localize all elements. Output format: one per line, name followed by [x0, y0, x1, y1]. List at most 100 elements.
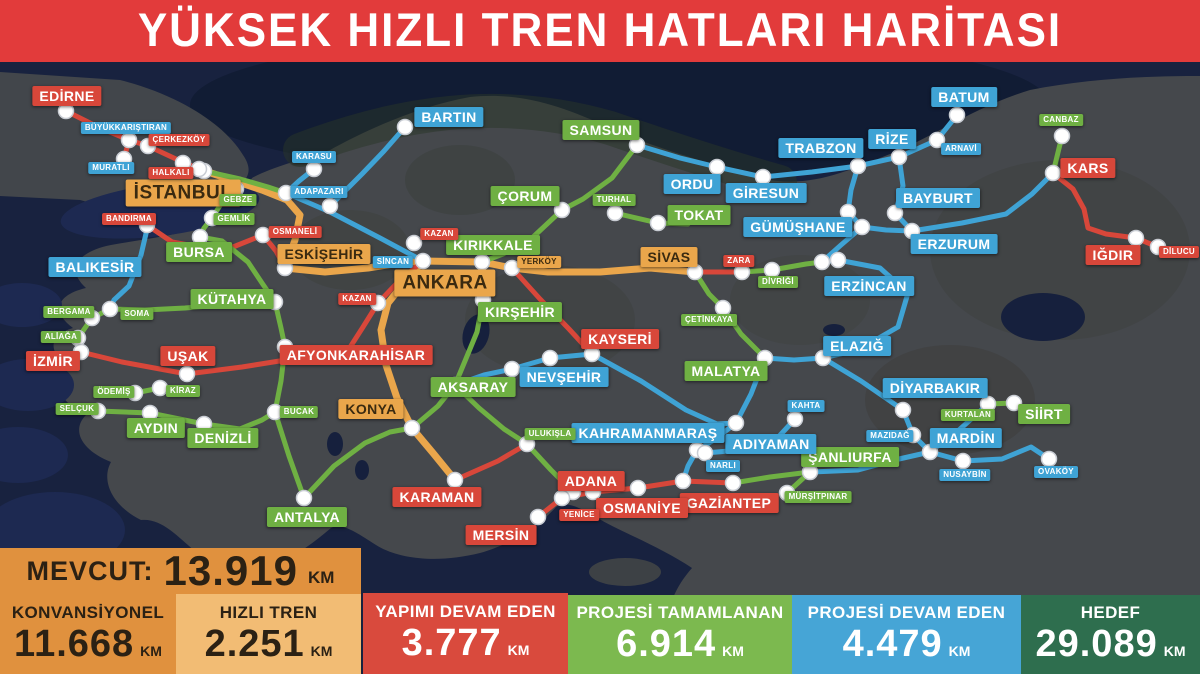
station-dot	[754, 168, 772, 186]
station-dot	[369, 294, 387, 312]
header-banner: YÜKSEK HIZLI TREN HATLARI HARİTASI	[0, 0, 1200, 62]
rail-line-green	[301, 425, 415, 501]
lake-van	[1001, 293, 1085, 341]
page-title: YÜKSEK HIZLI TREN HATLARI HARİTASI	[137, 3, 1063, 57]
station-dot	[1040, 450, 1058, 468]
station-dot	[553, 201, 571, 219]
station-dot	[921, 443, 939, 461]
lake	[355, 460, 369, 480]
station-dot	[814, 349, 832, 367]
station-dot	[649, 214, 667, 232]
station-dot	[305, 160, 323, 178]
station-dot	[708, 158, 726, 176]
station-dot	[763, 261, 781, 279]
station-dot	[1127, 229, 1145, 247]
station-dot	[277, 184, 295, 202]
station-dot	[1053, 127, 1071, 145]
station-dot	[72, 343, 90, 361]
station-dot	[396, 118, 414, 136]
station-dot	[928, 131, 946, 149]
rail-line-blue	[762, 355, 826, 363]
island-cyprus	[589, 558, 661, 586]
station-dot	[801, 463, 819, 481]
station-dot	[606, 204, 624, 222]
rail-line-orange	[408, 424, 459, 484]
station-dot	[904, 426, 922, 444]
station-dot	[227, 180, 245, 198]
rail-line-blue	[820, 355, 906, 413]
rail-line-green	[201, 168, 289, 196]
rail-line-blue	[819, 224, 865, 265]
station-dot	[321, 197, 339, 215]
station-dot	[756, 349, 774, 367]
station-dot	[529, 508, 547, 526]
terrain	[930, 160, 1190, 340]
station-dot	[83, 309, 101, 327]
station-dot	[139, 137, 157, 155]
station-dot	[894, 401, 912, 419]
station-dot	[69, 329, 87, 347]
station-dot	[948, 106, 966, 124]
station-dot	[120, 131, 138, 149]
station-dot	[518, 435, 536, 453]
station-dot	[584, 483, 602, 501]
station-dot	[954, 452, 972, 470]
station-dot	[138, 216, 156, 234]
station-dot	[503, 259, 521, 277]
lake	[327, 432, 343, 456]
rail-line-green	[272, 409, 307, 501]
station-dot	[714, 299, 732, 317]
station-dot	[979, 395, 997, 413]
station-dot	[629, 479, 647, 497]
station-dot	[141, 404, 159, 422]
station-dot	[174, 154, 192, 172]
station-dot	[786, 410, 804, 428]
station-dot	[886, 204, 904, 222]
station-dot	[829, 251, 847, 269]
station-dot	[849, 157, 867, 175]
rail-line-blue	[283, 190, 426, 264]
rail-line-green	[730, 469, 813, 486]
station-dot	[686, 263, 704, 281]
station-dot	[1044, 164, 1062, 182]
station-dot	[403, 419, 421, 437]
station-dot	[674, 472, 692, 490]
station-dot	[1005, 394, 1023, 412]
station-dot	[126, 384, 144, 402]
station-dot	[628, 136, 646, 154]
station-dot	[474, 291, 492, 309]
station-dot	[839, 203, 857, 221]
station-dot	[203, 209, 221, 227]
station-dot	[266, 293, 284, 311]
station-dot	[190, 160, 208, 178]
aegean-bay	[0, 427, 68, 483]
station-dot	[266, 403, 284, 421]
terrain	[405, 145, 515, 215]
station-dot	[853, 218, 871, 236]
station-dot	[446, 376, 464, 394]
station-dot	[151, 379, 169, 397]
station-dot	[473, 253, 491, 271]
station-dot	[903, 222, 921, 240]
station-dot	[778, 484, 796, 502]
station-dot	[405, 234, 423, 252]
station-dot	[276, 338, 294, 356]
station-dot	[414, 252, 432, 270]
station-dot	[724, 474, 742, 492]
station-dot	[890, 148, 908, 166]
station-dot	[195, 415, 213, 433]
station-dot	[89, 402, 107, 420]
station-dot	[276, 259, 294, 277]
station-dot	[503, 360, 521, 378]
terrain	[730, 255, 870, 345]
station-dot	[446, 471, 464, 489]
station-dot	[696, 444, 714, 462]
station-dot	[101, 300, 119, 318]
station-dot	[115, 150, 133, 168]
aegean-bay	[0, 359, 74, 411]
station-dot	[254, 226, 272, 244]
rail-line-blue	[909, 170, 1056, 234]
station-dot	[178, 365, 196, 383]
